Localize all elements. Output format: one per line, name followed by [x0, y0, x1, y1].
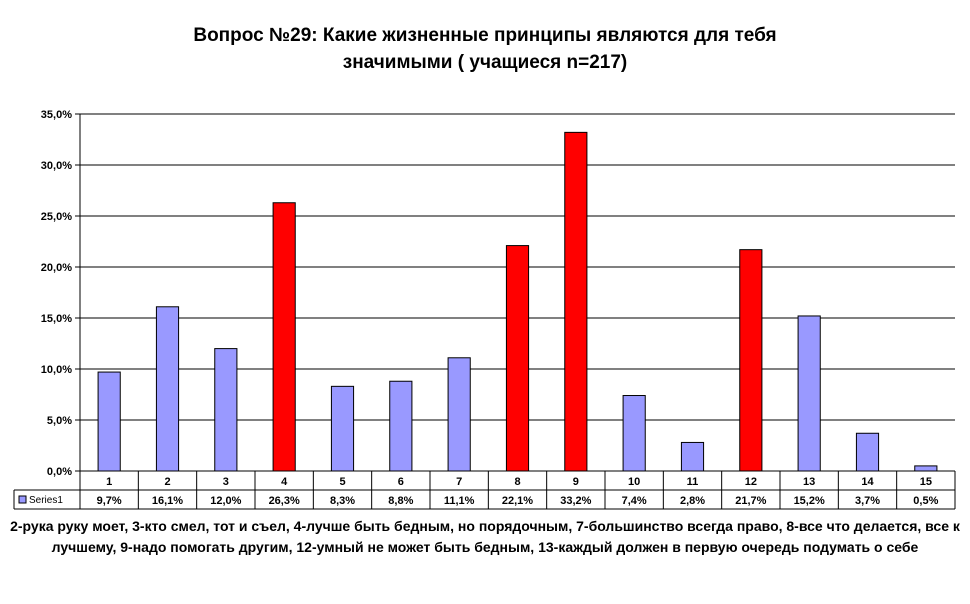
x-tick-label: 8 [514, 476, 520, 488]
bar-11 [680, 441, 705, 472]
y-tick-label: 25,0% [41, 211, 72, 223]
x-tick-label: 2 [164, 476, 170, 488]
data-label: 22,1% [502, 495, 533, 507]
y-tick-label: 35,0% [41, 109, 72, 121]
bar-10 [622, 395, 646, 472]
chart-title-line1: Вопрос №29: Какие жизненные принципы явл… [193, 25, 777, 46]
bar-15 [914, 465, 938, 472]
data-label: 7,4% [622, 495, 647, 507]
y-tick-label: 30,0% [41, 160, 72, 172]
y-tick-label: 5,0% [47, 415, 72, 427]
bar-9 [564, 131, 588, 472]
data-label: 2,8% [680, 495, 705, 507]
bar-12 [739, 249, 763, 472]
bar-7 [447, 357, 471, 472]
legend-swatch [18, 495, 27, 504]
x-tick-label: 12 [745, 476, 757, 488]
data-label: 16,1% [152, 495, 183, 507]
bar-2 [155, 306, 180, 472]
y-tick-label: 15,0% [41, 313, 72, 325]
footnote: 2-рука руку моет, 3-кто смел, тот и съел… [10, 518, 960, 555]
bar-13 [797, 315, 821, 472]
x-tick-label: 4 [281, 476, 288, 488]
data-label: 9,7% [97, 495, 122, 507]
x-tick-label: 10 [628, 476, 640, 488]
y-tick-label: 10,0% [41, 364, 72, 376]
x-tick-label: 11 [687, 476, 699, 488]
x-tick-label: 13 [803, 476, 815, 488]
axes: 0,0% 5,0% 10,0% 15,0% 20,0% 25,0% 30,0% 35,0% [41, 109, 81, 478]
chart-title: Вопрос №29: Какие жизненные принципы явл… [0, 22, 970, 76]
bar-4 [272, 202, 296, 472]
x-tick-label: 5 [339, 476, 345, 488]
data-label: 8,3% [330, 495, 355, 507]
data-label: 12,0% [210, 495, 241, 507]
data-label: 26,3% [269, 495, 300, 507]
x-tick-label: 15 [920, 476, 932, 488]
data-label: 8,8% [388, 495, 413, 507]
bar-14 [855, 432, 880, 472]
y-tick-label: 20,0% [41, 262, 72, 274]
data-label: 11,1% [444, 495, 475, 507]
bar-1 [97, 371, 121, 472]
bar-8 [505, 245, 530, 472]
bar-6 [389, 380, 413, 472]
data-label: 0,5% [913, 495, 938, 507]
data-label: 33,2% [560, 495, 591, 507]
x-tick-label: 3 [223, 476, 229, 488]
y-tick-label: 0,0% [47, 466, 72, 478]
x-tick-label: 9 [573, 476, 579, 488]
x-tick-label: 7 [456, 476, 462, 488]
chart-title-line2: значимыми ( учащиеся n=217) [342, 52, 628, 73]
bars [97, 131, 938, 472]
x-tick-label: 1 [106, 476, 112, 488]
legend-label: Series1 [29, 495, 63, 506]
bar-5 [330, 385, 355, 472]
data-table: 1 9,7% 2 16,1% 3 12,0% 4 26,3% 5 8,3% 6 8,8% 7 11,1% 8… [13, 470, 956, 510]
data-label: 21,7% [735, 495, 766, 507]
bar-3 [214, 348, 238, 472]
x-tick-label: 14 [861, 476, 874, 488]
x-tick-label: 6 [398, 476, 404, 488]
data-label: 15,2% [794, 495, 825, 507]
data-label: 3,7% [855, 495, 880, 507]
